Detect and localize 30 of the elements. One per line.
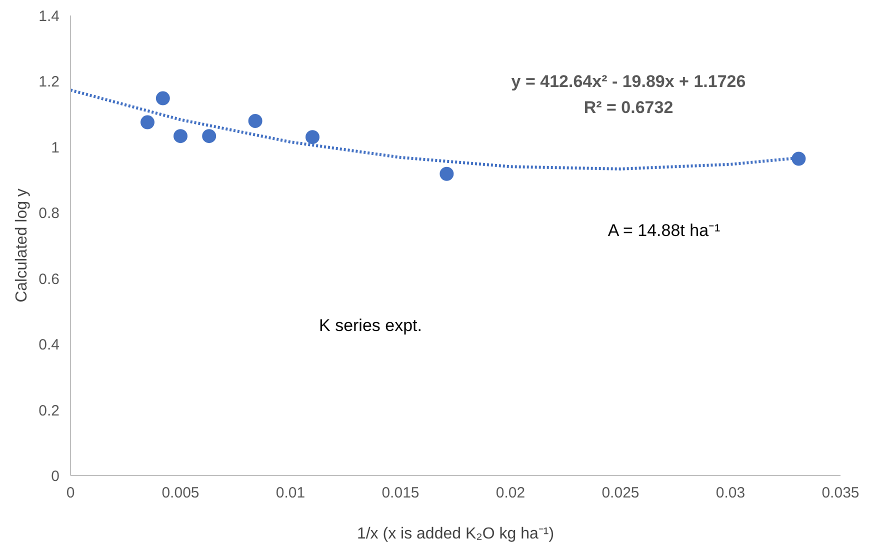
x-tick-label: 0 [66, 484, 75, 502]
annotation: y = 412.64x² - 19.89x + 1.1726 [511, 72, 746, 91]
y-axis-title: Calculated log y [14, 188, 31, 302]
x-tick-label: 0.025 [602, 484, 640, 502]
point [156, 91, 170, 106]
y-tick-label: 0 [51, 468, 60, 485]
x-axis-title: 1/x (x is added K₂O kg ha⁻¹) [356, 526, 554, 542]
point [140, 115, 154, 130]
y-tick-label: 1.4 [38, 8, 60, 25]
x-tick-label: 0.015 [382, 484, 420, 502]
point [306, 130, 320, 144]
point [792, 152, 806, 166]
x-tick-label: 0.01 [276, 484, 306, 502]
y-tick-label: 0.2 [38, 402, 60, 420]
annotation: R² = 0.6732 [584, 98, 674, 117]
point [202, 129, 216, 144]
point [440, 166, 454, 181]
y-tick-label: 1.2 [38, 74, 60, 91]
y-tick-label: 0.8 [38, 205, 60, 222]
point [248, 114, 262, 128]
y-tick-label: 0.6 [38, 270, 60, 288]
x-tick-label: 0.03 [716, 484, 746, 502]
point [174, 129, 188, 144]
annotation: A = 14.88t ha⁻¹ [608, 221, 721, 240]
x-tick-label: 0.035 [822, 484, 860, 502]
x-tick-label: 0.02 [496, 484, 526, 502]
x-tick-label: 0.005 [162, 484, 200, 502]
y-tick-label: 1 [51, 139, 60, 156]
y-tick-label: 0.4 [38, 336, 60, 354]
annotation: K series expt. [319, 316, 422, 335]
